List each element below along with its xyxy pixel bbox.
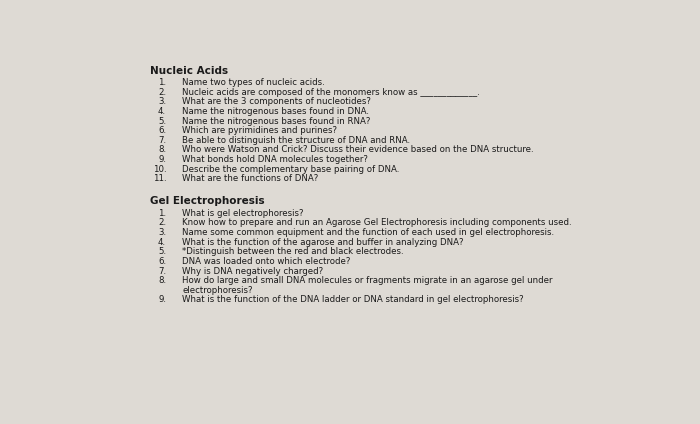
Text: 8.: 8. [158, 276, 166, 285]
Text: 9.: 9. [158, 296, 166, 304]
Text: 6.: 6. [158, 257, 166, 266]
Text: 6.: 6. [158, 126, 166, 135]
Text: Name the nitrogenous bases found in RNA?: Name the nitrogenous bases found in RNA? [183, 117, 371, 126]
Text: What are the functions of DNA?: What are the functions of DNA? [183, 174, 318, 183]
Text: 5.: 5. [158, 247, 166, 256]
Text: Who were Watson and Crick? Discuss their evidence based on the DNA structure.: Who were Watson and Crick? Discuss their… [183, 145, 534, 154]
Text: *Distinguish between the red and black electrodes.: *Distinguish between the red and black e… [183, 247, 404, 256]
Text: What is the function of the agarose and buffer in analyzing DNA?: What is the function of the agarose and … [183, 237, 464, 247]
Text: Why is DNA negatively charged?: Why is DNA negatively charged? [183, 267, 323, 276]
Text: How do large and small DNA molecules or fragments migrate in an agarose gel unde: How do large and small DNA molecules or … [183, 276, 553, 285]
Text: Name the nitrogenous bases found in DNA.: Name the nitrogenous bases found in DNA. [183, 107, 370, 116]
Text: Know how to prepare and run an Agarose Gel Electrophoresis including components : Know how to prepare and run an Agarose G… [183, 218, 572, 227]
Text: 7.: 7. [158, 267, 166, 276]
Text: 9.: 9. [158, 155, 166, 164]
Text: 3.: 3. [158, 228, 166, 237]
Text: Gel Electrophoresis: Gel Electrophoresis [150, 196, 265, 206]
Text: 2.: 2. [158, 218, 166, 227]
Text: 1.: 1. [158, 209, 166, 218]
Text: electrophoresis?: electrophoresis? [183, 286, 253, 295]
Text: 1.: 1. [158, 78, 166, 87]
Text: Name some common equipment and the function of each used in gel electrophoresis.: Name some common equipment and the funct… [183, 228, 554, 237]
Text: Nucleic Acids: Nucleic Acids [150, 66, 228, 75]
Text: Nucleic acids are composed of the monomers know as _____________.: Nucleic acids are composed of the monome… [183, 88, 480, 97]
Text: What are the 3 components of nucleotides?: What are the 3 components of nucleotides… [183, 97, 371, 106]
Text: Which are pyrimidines and purines?: Which are pyrimidines and purines? [183, 126, 337, 135]
Text: 5.: 5. [158, 117, 166, 126]
Text: Describe the complementary base pairing of DNA.: Describe the complementary base pairing … [183, 165, 400, 174]
Text: 2.: 2. [158, 88, 166, 97]
Text: 4.: 4. [158, 107, 166, 116]
Text: What is gel electrophoresis?: What is gel electrophoresis? [183, 209, 304, 218]
Text: What is the function of the DNA ladder or DNA standard in gel electrophoresis?: What is the function of the DNA ladder o… [183, 296, 524, 304]
Text: Be able to distinguish the structure of DNA and RNA.: Be able to distinguish the structure of … [183, 136, 411, 145]
Text: Name two types of nucleic acids.: Name two types of nucleic acids. [183, 78, 326, 87]
Text: What bonds hold DNA molecules together?: What bonds hold DNA molecules together? [183, 155, 368, 164]
Text: 11.: 11. [153, 174, 166, 183]
Text: 3.: 3. [158, 97, 166, 106]
Text: 7.: 7. [158, 136, 166, 145]
Text: 4.: 4. [158, 237, 166, 247]
Text: 10.: 10. [153, 165, 166, 174]
Text: DNA was loaded onto which electrode?: DNA was loaded onto which electrode? [183, 257, 351, 266]
Text: 8.: 8. [158, 145, 166, 154]
